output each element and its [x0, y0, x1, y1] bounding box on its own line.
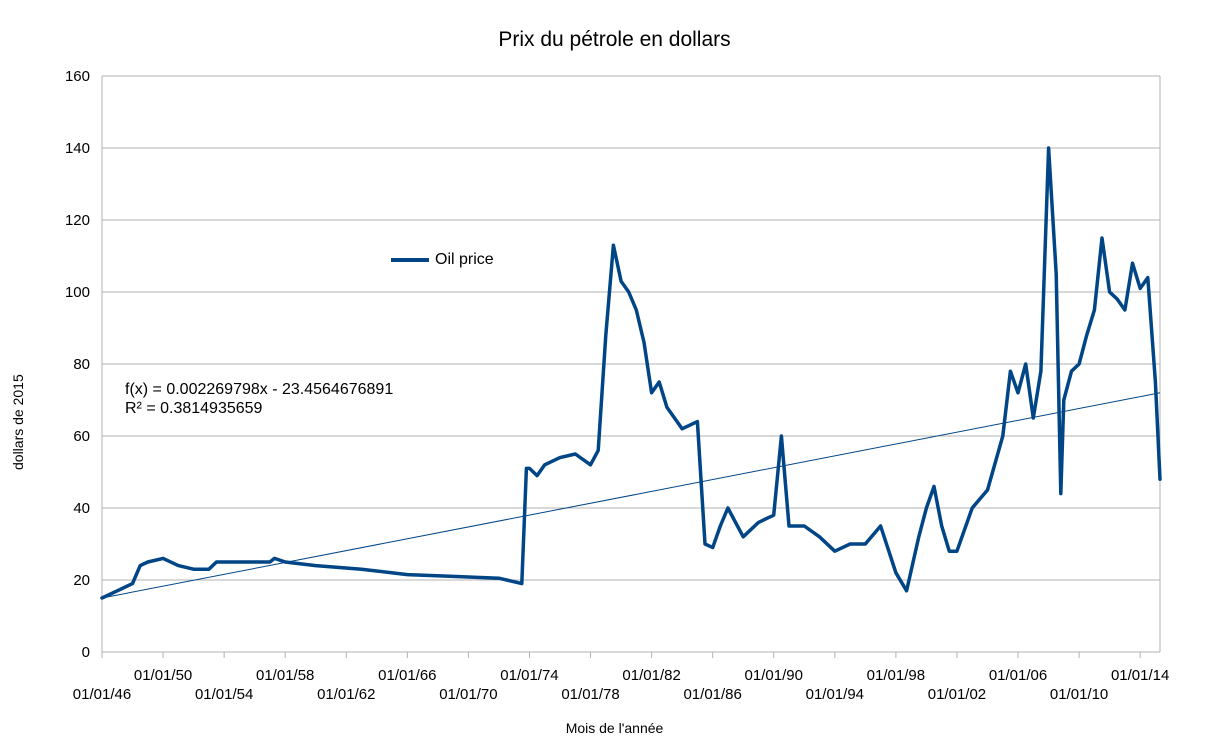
x-tick-label: 01/01/74: [500, 667, 558, 684]
legend: Oil price: [391, 251, 494, 269]
x-tick-label: 01/01/14: [1111, 667, 1169, 684]
x-tick-label: 01/01/62: [317, 686, 375, 703]
legend-swatch: [391, 258, 429, 262]
trendline-formula: f(x) = 0.002269798x - 23.4564676891: [125, 381, 394, 398]
x-tick-label: 01/01/98: [867, 667, 925, 684]
trendline: [101, 392, 1161, 599]
y-tick-label: 120: [65, 212, 90, 229]
x-tick-label: 01/01/50: [134, 667, 192, 684]
y-tick-label: 140: [65, 140, 90, 157]
legend-label: Oil price: [435, 251, 494, 268]
x-tick-label: 01/01/82: [622, 667, 680, 684]
x-tick-label: 01/01/58: [256, 667, 314, 684]
y-tick-label: 160: [65, 68, 90, 85]
x-tick-label: 01/01/10: [1050, 686, 1108, 703]
x-axis-label: Mois de l'année: [565, 720, 664, 736]
x-tick-label: 01/01/70: [439, 686, 497, 703]
x-tick-label: 01/01/90: [745, 667, 803, 684]
plot-area: [100, 146, 1162, 600]
x-tick-label: 01/01/94: [806, 686, 864, 703]
x-tick-label: 01/01/66: [378, 667, 436, 684]
y-tick-label: 60: [73, 428, 90, 445]
x-tick-label: 01/01/86: [683, 686, 741, 703]
y-tick-label: 100: [65, 284, 90, 301]
x-tick-label: 01/01/06: [989, 667, 1047, 684]
grid-lines: [101, 75, 1161, 653]
y-tick-label: 80: [73, 356, 90, 373]
y-axis-label: dollars de 2015: [10, 374, 26, 470]
x-tick-label: 01/01/54: [195, 686, 253, 703]
x-ticks: 01/01/50 01/01/58 01/01/66 01/01/74 01/01/82…: [73, 652, 1169, 703]
trendline-r-squared: R² = 0.3814935659: [125, 400, 263, 417]
y-tick-label: 0: [82, 644, 90, 661]
y-tick-label: 40: [73, 500, 90, 517]
trendline-equation: f(x) = 0.002269798x - 23.4564676891 R² =…: [125, 380, 393, 418]
chart-title: Prix du pétrole en dollars: [498, 28, 731, 51]
x-tick-label: 01/01/02: [928, 686, 986, 703]
x-tick-label: 01/01/46: [73, 686, 131, 703]
y-tick-label: 20: [73, 572, 90, 589]
series-line-oil-price: [100, 146, 1162, 600]
y-tick-labels: 0 20 40 60 80 100 120 140 160: [65, 68, 90, 661]
x-tick-label: 01/01/78: [561, 686, 619, 703]
